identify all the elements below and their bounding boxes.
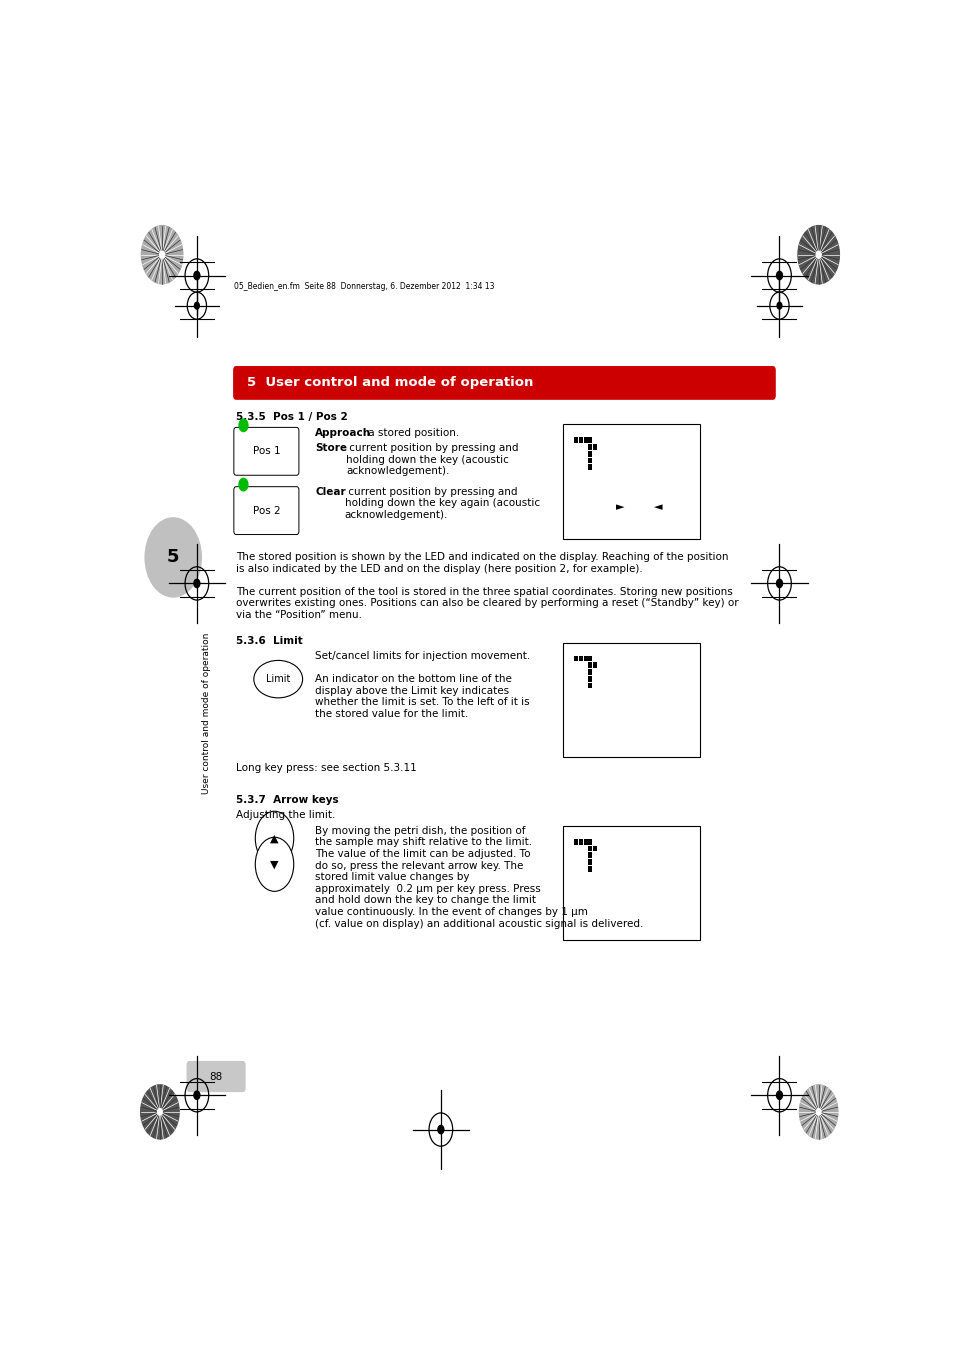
Text: 88: 88 — [210, 1071, 222, 1082]
Circle shape — [777, 303, 781, 309]
Bar — [588, 444, 592, 450]
Bar — [593, 662, 597, 669]
Bar — [588, 451, 592, 457]
Circle shape — [816, 1109, 821, 1115]
Circle shape — [193, 580, 199, 588]
Circle shape — [799, 1085, 837, 1139]
Text: Clear: Clear — [314, 486, 345, 497]
Text: Adjusting the limit.: Adjusting the limit. — [235, 811, 335, 820]
Circle shape — [239, 419, 248, 431]
Bar — [588, 676, 592, 682]
Text: 5.3.6  Limit: 5.3.6 Limit — [235, 636, 302, 647]
FancyBboxPatch shape — [233, 427, 298, 476]
Bar — [588, 839, 592, 844]
Text: 05_Bedien_en.fm  Seite 88  Donnerstag, 6. Dezember 2012  1:34 13: 05_Bedien_en.fm Seite 88 Donnerstag, 6. … — [233, 282, 494, 290]
Circle shape — [159, 251, 165, 258]
Bar — [574, 839, 578, 844]
Text: The stored position is shown by the LED and indicated on the display. Reaching o: The stored position is shown by the LED … — [235, 553, 728, 574]
Circle shape — [194, 303, 199, 309]
Circle shape — [193, 272, 199, 280]
Circle shape — [193, 1092, 199, 1100]
Text: 5  User control and mode of operation: 5 User control and mode of operation — [247, 377, 533, 389]
Text: Long key press: see section 5.3.11: Long key press: see section 5.3.11 — [235, 763, 416, 773]
Circle shape — [816, 251, 821, 258]
Text: ▲: ▲ — [270, 834, 278, 843]
Circle shape — [141, 226, 183, 284]
Circle shape — [255, 838, 294, 892]
Bar — [593, 846, 597, 851]
Bar — [578, 839, 582, 844]
Text: a stored position.: a stored position. — [365, 428, 459, 439]
Text: ►: ► — [616, 501, 624, 512]
Text: 5.3.7  Arrow keys: 5.3.7 Arrow keys — [235, 794, 338, 805]
Circle shape — [776, 1092, 781, 1100]
Bar — [583, 839, 587, 844]
Text: User control and mode of operation: User control and mode of operation — [202, 632, 211, 794]
FancyBboxPatch shape — [187, 1061, 246, 1092]
Bar — [588, 458, 592, 463]
Text: By moving the petri dish, the position of
the sample may shift relative to the l: By moving the petri dish, the position o… — [314, 825, 643, 928]
Ellipse shape — [253, 661, 302, 698]
Circle shape — [797, 226, 839, 284]
Bar — [588, 465, 592, 470]
FancyBboxPatch shape — [233, 486, 298, 535]
Bar — [588, 682, 592, 689]
Circle shape — [157, 1109, 162, 1115]
Text: Approach: Approach — [314, 428, 371, 439]
Text: current position by pressing and
holding down the key (acoustic
acknowledgement): current position by pressing and holding… — [346, 443, 518, 476]
Text: Store: Store — [314, 443, 347, 453]
Text: ◄: ◄ — [654, 501, 662, 512]
Bar — [578, 438, 582, 443]
Circle shape — [239, 478, 248, 490]
Bar — [588, 852, 592, 858]
Bar — [588, 662, 592, 669]
Text: 5: 5 — [167, 549, 179, 566]
FancyBboxPatch shape — [233, 366, 775, 400]
Text: ▼: ▼ — [270, 859, 278, 869]
Text: Pos 2: Pos 2 — [253, 505, 280, 516]
Circle shape — [255, 811, 294, 866]
Circle shape — [140, 1085, 179, 1139]
Bar — [562, 643, 699, 757]
Bar — [574, 438, 578, 443]
Bar — [583, 438, 587, 443]
Circle shape — [145, 517, 201, 597]
Bar — [562, 825, 699, 940]
Bar — [588, 859, 592, 865]
Text: current position by pressing and
holding down the key again (acoustic
acknowledg: current position by pressing and holding… — [344, 486, 539, 520]
Circle shape — [437, 1125, 443, 1133]
Bar — [578, 655, 582, 662]
Bar — [588, 655, 592, 662]
Bar — [588, 846, 592, 851]
Bar — [588, 669, 592, 676]
Bar — [593, 444, 597, 450]
Bar — [574, 655, 578, 662]
Text: Set/cancel limits for injection movement.

An indicator on the bottom line of th: Set/cancel limits for injection movement… — [314, 651, 530, 719]
Text: Pos 1: Pos 1 — [253, 446, 280, 457]
Circle shape — [776, 580, 781, 588]
Bar — [583, 655, 587, 662]
Bar — [588, 866, 592, 871]
Text: 5.3.5  Pos 1 / Pos 2: 5.3.5 Pos 1 / Pos 2 — [235, 412, 348, 422]
Bar — [588, 438, 592, 443]
Bar — [562, 424, 699, 539]
Text: The current position of the tool is stored in the three spatial coordinates. Sto: The current position of the tool is stor… — [235, 586, 738, 620]
Text: Limit: Limit — [266, 674, 290, 684]
Circle shape — [776, 272, 781, 280]
